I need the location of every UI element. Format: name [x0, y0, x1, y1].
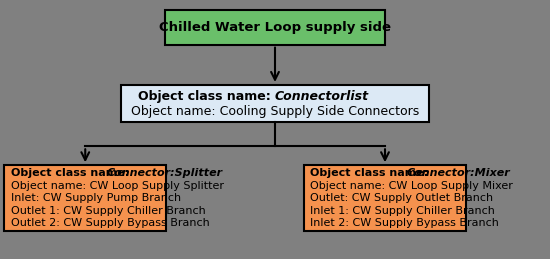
Text: Outlet 2: CW Supply Bypass Branch: Outlet 2: CW Supply Bypass Branch [11, 218, 210, 228]
Text: Object name: CW Loop Supply Splitter: Object name: CW Loop Supply Splitter [11, 181, 224, 191]
Text: Outlet: CW Supply Outlet Branch: Outlet: CW Supply Outlet Branch [310, 193, 493, 203]
Bar [121, 85, 429, 123]
Text: Inlet 1: CW Supply Chiller Branch: Inlet 1: CW Supply Chiller Branch [310, 206, 496, 215]
Bar [4, 165, 166, 231]
Bar [165, 10, 385, 45]
Text: Object name: Cooling Supply Side Connectors: Object name: Cooling Supply Side Connect… [131, 105, 419, 118]
Text: Object name: CW Loop Supply Mixer: Object name: CW Loop Supply Mixer [310, 181, 513, 191]
Text: Object class name:: Object class name: [11, 168, 133, 178]
Text: Object class name:: Object class name: [310, 168, 433, 178]
Text: Connector:Splitter: Connector:Splitter [107, 168, 223, 178]
Text: Connector:Mixer: Connector:Mixer [406, 168, 510, 178]
Text: Inlet 2: CW Supply Bypass Branch: Inlet 2: CW Supply Bypass Branch [310, 218, 499, 228]
Text: Chilled Water Loop supply side: Chilled Water Loop supply side [159, 21, 391, 34]
Text: Outlet 1: CW Supply Chiller Branch: Outlet 1: CW Supply Chiller Branch [11, 206, 206, 215]
Text: Inlet: CW Supply Pump Branch: Inlet: CW Supply Pump Branch [11, 193, 181, 203]
Bar [304, 165, 466, 231]
Text: Object class name:: Object class name: [138, 90, 275, 103]
Text: Connectorlist: Connectorlist [275, 90, 369, 103]
